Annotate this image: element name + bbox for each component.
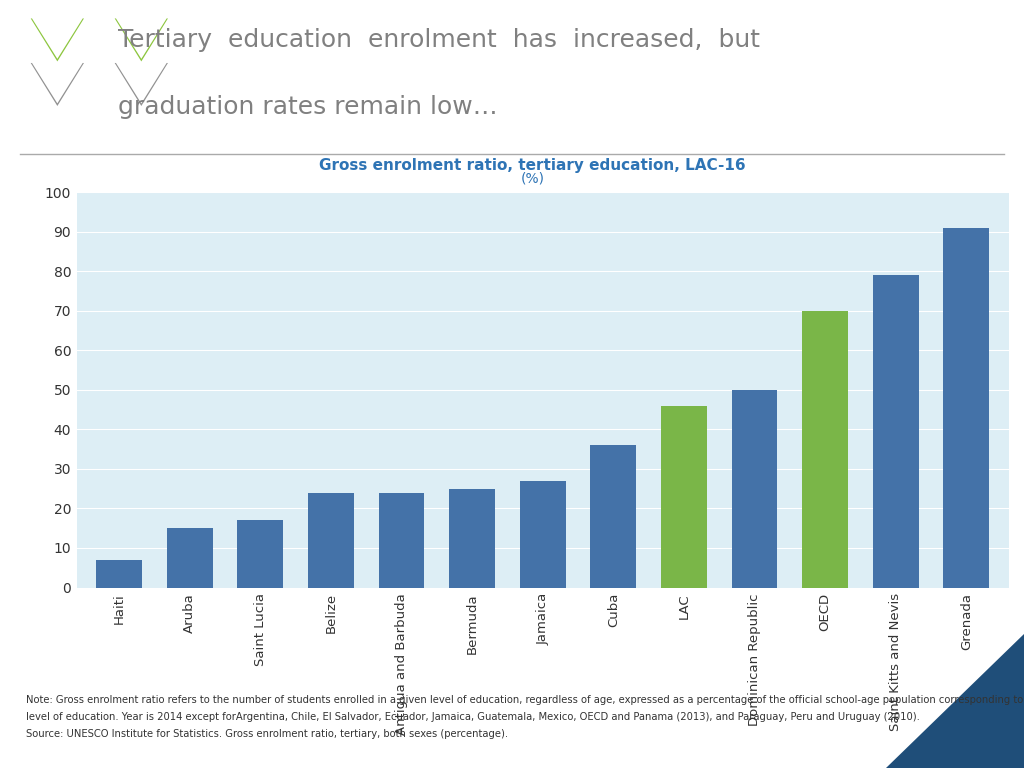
Text: Note: Gross enrolment ratio refers to the number of students enrolled in a given: Note: Gross enrolment ratio refers to th… [26,695,1024,705]
Text: graduation rates remain low…: graduation rates remain low… [118,95,498,119]
Text: (%): (%) [520,172,545,186]
Bar [943,227,989,588]
Bar [802,311,848,588]
Bar [167,528,213,588]
Bar [379,492,425,588]
Polygon shape [31,63,84,106]
Bar [96,560,142,588]
Polygon shape [31,18,84,61]
Text: Source: UNESCO Institute for Statistics. Gross enrolment ratio, tertiary, both s: Source: UNESCO Institute for Statistics.… [26,729,508,739]
Bar [308,492,354,588]
Bar [872,275,919,588]
Text: Tertiary  education  enrolment  has  increased,  but: Tertiary education enrolment has increas… [118,28,760,51]
Polygon shape [886,634,1024,768]
Bar [238,520,284,588]
Bar [591,445,636,588]
Text: Gross enrolment ratio, tertiary education, LAC-16: Gross enrolment ratio, tertiary educatio… [319,157,745,173]
Bar [450,488,495,588]
Text: level of education. Year is 2014 except forArgentina, Chile, El Salvador, Ecuado: level of education. Year is 2014 except … [26,712,920,722]
Bar [660,406,707,588]
Polygon shape [115,63,168,106]
Bar [520,481,565,588]
Bar [731,390,777,588]
Polygon shape [115,18,168,61]
